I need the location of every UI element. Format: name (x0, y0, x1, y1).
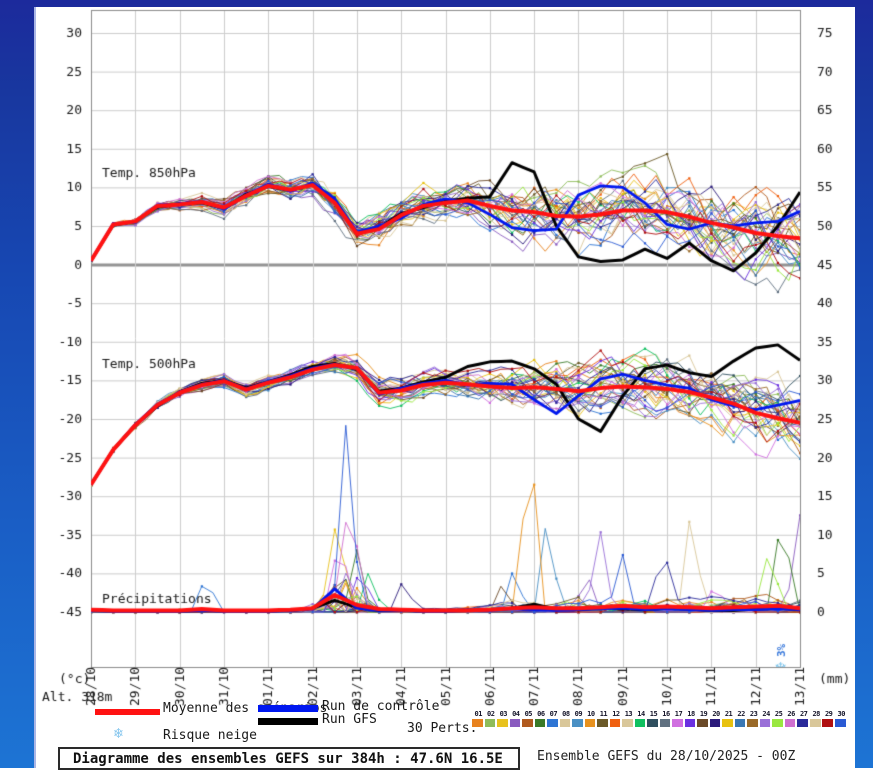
legend-mean-label: Moyenne des scénarios (163, 701, 328, 716)
pert-number: 03 (499, 710, 508, 718)
mean-line-swatch (95, 709, 160, 715)
pert-swatch (534, 719, 546, 727)
chart-title: Diagramme des ensembles GEFS sur 384h : … (73, 751, 503, 767)
control-line-swatch (258, 705, 318, 712)
pert-number: 12 (612, 710, 620, 718)
pert-number: 16 (662, 710, 670, 718)
pert-swatch (572, 719, 583, 727)
pert-number: 15 (649, 710, 658, 718)
pert-number: 29 (824, 710, 833, 718)
pert-swatch (659, 719, 671, 727)
snowflake-icon: ❄ (114, 724, 124, 742)
legend-snow-label: Risque neige (163, 728, 257, 743)
perturbation-color-bar: 01 02 03 04 05 06 07 08 09 10 11 12 13 14 15 16 17 18 19 20… (472, 710, 848, 727)
pert-swatch (809, 719, 821, 727)
pert-swatch (509, 719, 521, 727)
pert-swatch (559, 719, 571, 727)
perts-count-label: 30 Perts. (407, 721, 478, 736)
pert-swatch (834, 719, 846, 727)
pert-swatch (584, 719, 596, 727)
pert-number: 02 (487, 710, 495, 718)
pert-swatch (759, 719, 771, 727)
pert-swatch (547, 719, 558, 727)
pert-number: 24 (762, 710, 770, 718)
pert-number: 10 (587, 710, 595, 718)
pert-swatch (609, 719, 621, 727)
pert-number: 13 (624, 710, 633, 718)
pert-swatch (522, 719, 533, 727)
pert-swatch (484, 719, 496, 727)
pert-number: 05 (524, 710, 533, 718)
pert-number: 26 (787, 710, 795, 718)
pert-number: 18 (687, 710, 695, 718)
pert-swatch (784, 719, 796, 727)
gfs-line-swatch (258, 718, 318, 725)
pert-swatch (634, 719, 646, 727)
pert-number: 20 (712, 710, 720, 718)
pert-number: 09 (574, 710, 583, 718)
pert-swatch (772, 719, 783, 727)
perturbation-numbers: 01 02 03 04 05 06 07 08 09 10 11 12 13 14 15 16 17 18 19 20… (472, 710, 848, 718)
pert-number: 19 (699, 710, 708, 718)
pert-number: 14 (637, 710, 645, 718)
pert-number: 21 (724, 710, 733, 718)
pert-number: 17 (674, 710, 683, 718)
ensemble-chart-canvas (36, 7, 855, 768)
pert-swatch (709, 719, 721, 727)
pert-swatch (822, 719, 834, 727)
pert-swatch (597, 719, 608, 727)
chart-sheet (34, 7, 855, 768)
chart-title-box: Diagramme des ensembles GEFS sur 384h : … (58, 747, 520, 770)
perturbation-swatches (472, 719, 848, 727)
pert-number: 06 (537, 710, 545, 718)
legend-control-label: Run de contrôle (322, 699, 440, 714)
pert-number: 08 (562, 710, 570, 718)
pert-swatch (722, 719, 733, 727)
pert-swatch (684, 719, 696, 727)
pert-swatch (797, 719, 808, 727)
pert-number: 28 (812, 710, 820, 718)
pert-swatch (472, 719, 483, 727)
pert-number: 07 (549, 710, 558, 718)
pert-number: 25 (774, 710, 783, 718)
pert-swatch (734, 719, 746, 727)
pert-number: 30 (837, 710, 845, 718)
pert-number: 11 (599, 710, 608, 718)
pert-number: 23 (749, 710, 758, 718)
pert-swatch (647, 719, 658, 727)
pert-number: 27 (799, 710, 808, 718)
pert-swatch (747, 719, 758, 727)
pert-swatch (697, 719, 708, 727)
pert-swatch (622, 719, 633, 727)
pert-swatch (497, 719, 508, 727)
pert-number: 01 (474, 710, 483, 718)
legend-gfs-label: Run GFS (322, 712, 377, 727)
pert-swatch (672, 719, 683, 727)
run-info-text: Ensemble GEFS du 28/10/2025 - 00Z (537, 749, 796, 764)
pert-number: 04 (512, 710, 520, 718)
pert-number: 22 (737, 710, 745, 718)
